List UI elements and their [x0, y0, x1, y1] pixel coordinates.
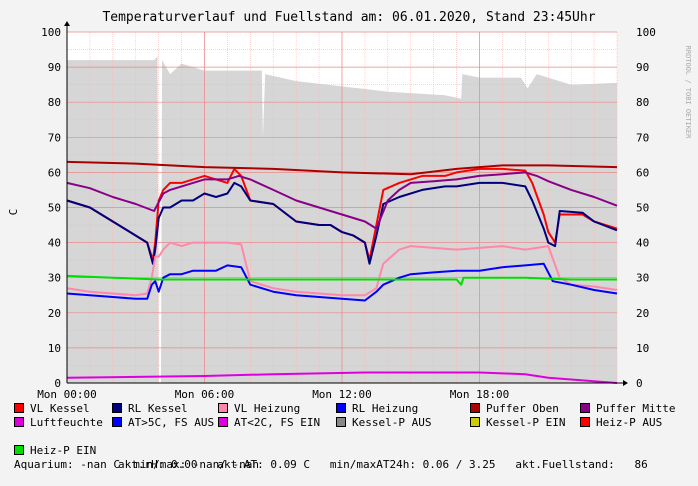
legend-label: Luftfeuchte: [30, 416, 103, 429]
series-line-puffer-oben: [66, 160, 618, 176]
y-tick-label-right: 30: [636, 272, 649, 285]
y-tick-label-right: 90: [636, 61, 649, 74]
legend-label: Kessel-P EIN: [486, 416, 566, 429]
legend-item-heiz-p-aus: Heiz-P AUS: [580, 416, 662, 430]
legend-item-kessel-p-ein: Kessel-P EIN: [470, 416, 565, 430]
legend-item-rl-kessel: RL Kessel: [112, 402, 188, 416]
legend-label: VL Heizung: [234, 402, 301, 415]
y-tick-label: 80: [48, 96, 61, 109]
legend-label: Kessel-P AUS: [352, 416, 432, 429]
y-tick-label: 60: [48, 166, 61, 179]
legend-item-vl-heizung: VL Heizung: [218, 402, 300, 416]
legend-swatch: [336, 417, 346, 427]
y-tick-label-right: 80: [636, 96, 649, 109]
y-tick-label: 70: [48, 131, 61, 144]
legend-swatch: [218, 403, 228, 413]
y-tick-label-right: 20: [636, 307, 649, 320]
y-tick-label-right: 70: [636, 131, 649, 144]
legend-item-vl-kessel: VL Kessel: [14, 402, 90, 416]
legend-swatch: [336, 403, 346, 413]
legend-swatch: [14, 445, 24, 455]
legend-item-at-2c-fs-ein: AT<2C, FS EIN: [218, 416, 320, 430]
y-tick-label: 10: [48, 342, 61, 355]
series-line-luftfeuchte: [66, 371, 618, 384]
legend-swatch: [14, 403, 24, 413]
legend-label: RL Kessel: [128, 402, 188, 415]
y-tick-label: 0: [54, 377, 61, 390]
legend-label: VL Kessel: [30, 402, 90, 415]
legend-swatch: [218, 417, 228, 427]
legend-item-at-5c-fs-aus: AT>5C, FS AUS: [112, 416, 214, 430]
legend-swatch: [580, 417, 590, 427]
series-line-puffer-mitte: [66, 171, 618, 230]
series-line-heiz-p-ein: [66, 274, 617, 286]
y-tick-label-right: 10: [636, 342, 649, 355]
legend-swatch: [112, 403, 122, 413]
legend-item-puffer-oben: Puffer Oben: [470, 402, 559, 416]
legend-swatch: [14, 417, 24, 427]
chart-svg: Temperaturverlauf und Fuellstand am: 06.…: [7, 10, 692, 401]
x-tick-label: Mon 12:00: [312, 388, 372, 401]
legend-label: Puffer Oben: [486, 402, 559, 415]
series-line-vl-heizung: [66, 241, 618, 297]
y-axis-label: C: [7, 209, 20, 216]
legend-row-3: Heiz-P EIN akt.rH: 0.00 akt.AT: 0.09 C m…: [14, 430, 648, 471]
aquarium-info-line: Aquarium: -nan C min/max: -nan/ -nan: [14, 458, 260, 471]
legend-item-kessel-p-aus: Kessel-P AUS: [336, 416, 431, 430]
legend-item-puffer-mitte: Puffer Mitte: [580, 402, 675, 416]
y-tick-label-right: 100: [636, 26, 656, 39]
legend-label: RL Heizung: [352, 402, 419, 415]
y-tick-label-right: 50: [636, 202, 649, 215]
chart-title: Temperaturverlauf und Fuellstand am: 06.…: [102, 10, 595, 25]
legend-swatch: [470, 417, 480, 427]
legend-label: Heiz-P EIN: [30, 444, 97, 457]
y-tick-label-right: 60: [636, 166, 649, 179]
legend-label: Puffer Mitte: [596, 402, 676, 415]
y-tick-label: 100: [41, 26, 61, 39]
x-tick-label: Mon 18:00: [450, 388, 510, 401]
series-line-rl-kessel: [66, 181, 618, 265]
status-info-line: akt.rH: 0.00 akt.AT: 0.09 C min/maxAT24h…: [118, 458, 648, 471]
legend-swatch: [580, 403, 590, 413]
legend-label: AT<2C, FS EIN: [234, 416, 321, 429]
legend-label: Heiz-P AUS: [596, 416, 663, 429]
y-tick-label: 30: [48, 272, 61, 285]
x-tick-label: Mon 00:00: [37, 388, 97, 401]
y-tick-label-right: 0: [636, 377, 643, 390]
y-tick-label: 20: [48, 307, 61, 320]
legend-item-heiz-p-ein: Heiz-P EIN: [14, 444, 96, 458]
y-tick-label: 50: [48, 202, 61, 215]
legend-label: AT>5C, FS AUS: [128, 416, 215, 429]
legend-row-4: Aquarium: -nan C min/max: -nan/ -nan: [14, 444, 259, 471]
y-tick-label: 90: [48, 61, 61, 74]
legend-item-rl-heizung: RL Heizung: [336, 402, 418, 416]
x-axis-arrow: [623, 380, 628, 386]
chart: Temperaturverlauf und Fuellstand am: 06.…: [7, 10, 692, 471]
series-line-rl-heizung: [66, 262, 618, 302]
y-tick-label-right: 40: [636, 237, 649, 250]
legend-swatch: [112, 417, 122, 427]
y-tick-label: 40: [48, 237, 61, 250]
watermark: RRDTOOL / TOBI OETIKER: [684, 46, 692, 140]
legend-swatch: [470, 403, 480, 413]
legend-item-luftfeuchte: Luftfeuchte: [14, 416, 103, 430]
y-axis-arrow: [64, 21, 70, 26]
x-tick-label: Mon 06:00: [175, 388, 235, 401]
